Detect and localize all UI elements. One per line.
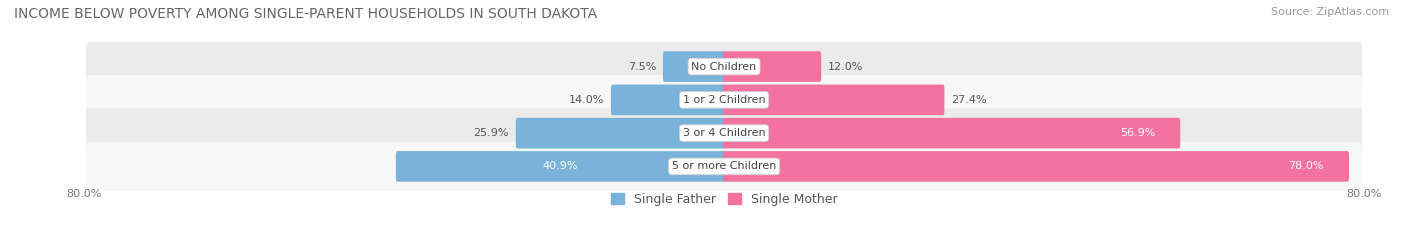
Text: No Children: No Children: [692, 62, 756, 72]
FancyBboxPatch shape: [723, 51, 821, 82]
Legend: Single Father, Single Mother: Single Father, Single Mother: [606, 188, 842, 211]
FancyBboxPatch shape: [723, 118, 1180, 148]
FancyBboxPatch shape: [86, 42, 1362, 91]
Text: 14.0%: 14.0%: [569, 95, 605, 105]
FancyBboxPatch shape: [723, 151, 1348, 182]
Text: INCOME BELOW POVERTY AMONG SINGLE-PARENT HOUSEHOLDS IN SOUTH DAKOTA: INCOME BELOW POVERTY AMONG SINGLE-PARENT…: [14, 7, 598, 21]
FancyBboxPatch shape: [723, 85, 945, 115]
FancyBboxPatch shape: [516, 118, 725, 148]
Text: 1 or 2 Children: 1 or 2 Children: [683, 95, 765, 105]
Text: 27.4%: 27.4%: [952, 95, 987, 105]
Text: 12.0%: 12.0%: [828, 62, 863, 72]
Text: 40.9%: 40.9%: [543, 161, 578, 171]
FancyBboxPatch shape: [86, 142, 1362, 191]
Text: 25.9%: 25.9%: [474, 128, 509, 138]
Text: 5 or more Children: 5 or more Children: [672, 161, 776, 171]
FancyBboxPatch shape: [612, 85, 725, 115]
FancyBboxPatch shape: [86, 75, 1362, 124]
Text: 78.0%: 78.0%: [1288, 161, 1324, 171]
Text: 3 or 4 Children: 3 or 4 Children: [683, 128, 765, 138]
FancyBboxPatch shape: [396, 151, 725, 182]
FancyBboxPatch shape: [86, 109, 1362, 158]
Text: Source: ZipAtlas.com: Source: ZipAtlas.com: [1271, 7, 1389, 17]
FancyBboxPatch shape: [662, 51, 725, 82]
Text: 56.9%: 56.9%: [1119, 128, 1156, 138]
Text: 7.5%: 7.5%: [627, 62, 657, 72]
